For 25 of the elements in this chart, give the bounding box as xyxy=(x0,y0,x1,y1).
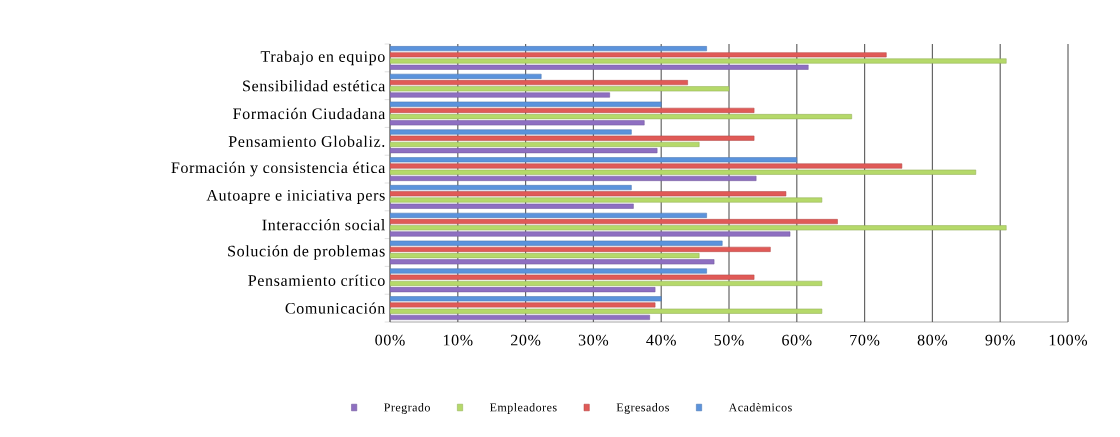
x-tick-label: 40% xyxy=(646,334,676,346)
x-tick-label: 10% xyxy=(443,334,473,346)
y-tick-label: Pensamiento crítico xyxy=(248,274,385,286)
x-tick-label: 60% xyxy=(782,334,812,346)
y-tick-label: Comunicación xyxy=(285,302,386,314)
x-tick-label: 90% xyxy=(985,334,1015,346)
x-tick-label: 50% xyxy=(714,334,744,346)
legend-label: Pregrado xyxy=(384,403,430,414)
x-tick-label: 20% xyxy=(511,334,541,346)
legend-label: Empleadores xyxy=(489,403,557,414)
y-tick-label: Trabajo en equipo xyxy=(260,50,385,66)
y-tick-label: Interacción social xyxy=(262,219,385,231)
y-tick-label: Formación y consistencia ética xyxy=(171,161,386,177)
y-tick-label: Pensamiento Globaliz. xyxy=(228,135,385,147)
y-tick-label: Autoapre e iniciativa pers xyxy=(206,189,385,204)
y-tick-label: Sensibilidad estética xyxy=(243,80,386,92)
y-tick-label: Solución de problemas xyxy=(228,245,385,260)
x-tick-label: 80% xyxy=(917,334,948,346)
y-tick-label: Formación Ciudadana xyxy=(233,107,386,120)
legend-label: Egresados xyxy=(616,403,669,414)
x-tick-label: 30% xyxy=(578,334,609,346)
x-tick-label: 70% xyxy=(850,334,880,346)
x-tick-label: 100% xyxy=(1049,334,1088,346)
x-tick-label: 00% xyxy=(375,334,405,346)
legend-label: Acadèmicos xyxy=(728,403,792,412)
